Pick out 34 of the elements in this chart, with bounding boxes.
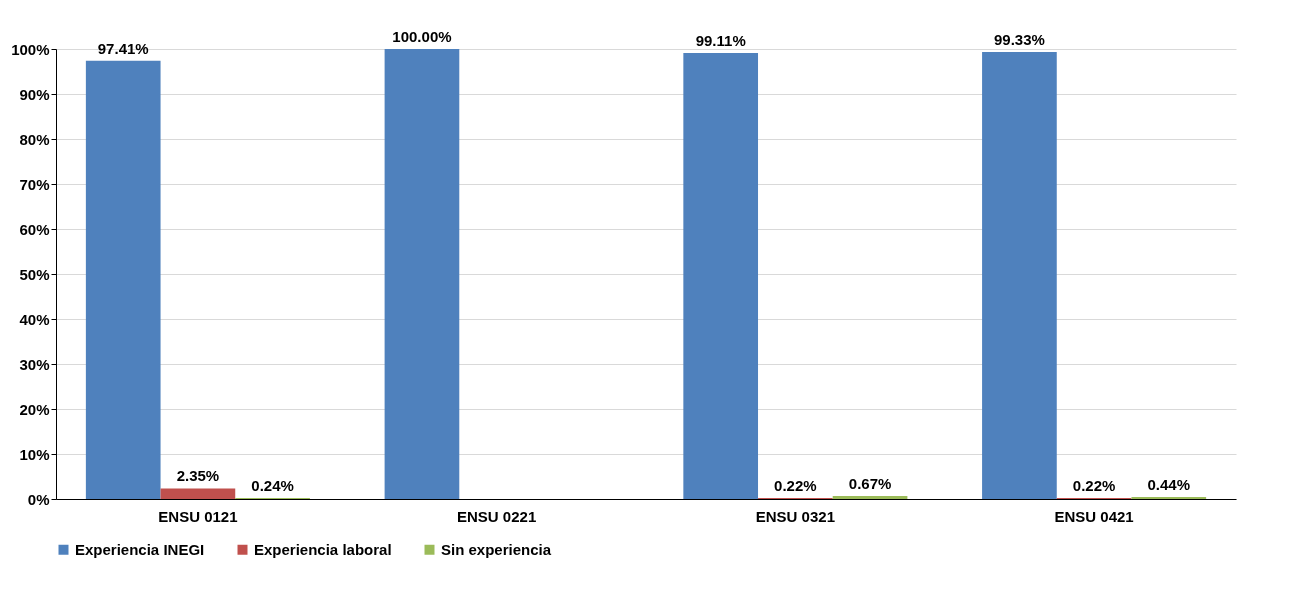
- bar: [160, 488, 236, 499]
- data-label: 99.33%: [993, 31, 1045, 49]
- y-tick-label: 100%: [11, 40, 50, 58]
- y-tick-label: 50%: [19, 265, 50, 283]
- y-tick-label: 0%: [27, 490, 50, 508]
- y-tick-label: 40%: [19, 310, 50, 328]
- data-label: 0.22%: [774, 477, 817, 495]
- y-tick-label: 90%: [19, 85, 50, 103]
- data-label: 0.22%: [1072, 477, 1116, 495]
- x-tick-label: ENSU 0121: [158, 507, 238, 525]
- data-label: 0.44%: [1147, 476, 1191, 494]
- legend-label: Experiencia INEGI: [75, 540, 205, 558]
- y-tick-label: 80%: [19, 130, 50, 148]
- data-label: 99.11%: [695, 32, 746, 50]
- data-label: 2.35%: [176, 467, 220, 485]
- data-label: 0.24%: [251, 476, 294, 494]
- bar: [384, 49, 460, 499]
- x-tick-label: ENSU 0421: [1054, 507, 1134, 525]
- data-label: 0.67%: [848, 474, 892, 492]
- x-tick-label: ENSU 0221: [457, 507, 537, 525]
- y-tick-label: 70%: [19, 175, 50, 193]
- legend-label: Experiencia laboral: [254, 540, 392, 558]
- bar: [832, 495, 908, 499]
- legend-label: Sin experiencia: [441, 540, 552, 558]
- bar: [982, 52, 1057, 499]
- y-tick-label: 30%: [19, 355, 50, 373]
- y-tick-label: 60%: [19, 220, 50, 238]
- y-tick-label: 10%: [19, 445, 50, 463]
- x-tick-label: ENSU 0321: [755, 507, 835, 525]
- data-label: 100.00%: [392, 28, 452, 45]
- y-tick-label: 20%: [19, 400, 50, 418]
- bar: [683, 53, 759, 499]
- bar: [85, 60, 161, 499]
- data-label: 97.41%: [97, 39, 149, 57]
